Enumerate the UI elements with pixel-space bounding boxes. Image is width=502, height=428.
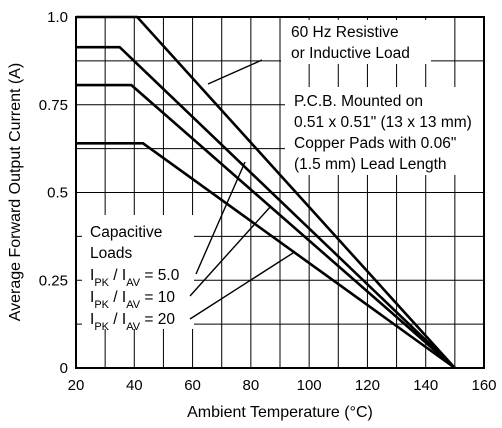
capacitive-annotation: Capacitive Loads IPK / IAV = 5.0 IPK / I… [82,161,294,333]
y-tick-label: 0.5 [47,185,68,202]
ratio-20-leader [189,252,294,320]
y-tick-label: 1.0 [47,9,68,26]
pcb-line-4: (1.5 mm) Lead Length [294,156,447,173]
capacitive-line-1: Capacitive [90,224,162,241]
y-tick-label: 0 [60,360,68,377]
y-tick-label: 0.75 [39,97,68,114]
y-tick-label: 0.25 [39,272,68,289]
x-tick-label: 40 [126,377,143,394]
x-tick-label: 160 [471,377,496,394]
capacitive-line-2: Loads [90,245,132,262]
x-tick-label: 120 [355,377,380,394]
tick-labels: 20 40 60 80 100 120 140 160 0 0.25 0.5 0.75 1.0 [39,9,497,394]
pcb-line-1: P.C.B. Mounted on [294,93,423,110]
ratio-label-20: IPK / IAV = 20 [90,311,175,333]
x-axis-label: Ambient Temperature (°C) [187,404,373,421]
resistive-annotation: 60 Hᴢ Resistive or Inductive Load [207,20,431,85]
resistive-line-2: or Inductive Load [291,45,410,62]
y-axis-label: Average Forward Output Current (A) [7,63,24,321]
pcb-annotation: P.C.B. Mounted on 0.51 x 0.51" (13 x 13 … [285,87,483,175]
x-tick-label: 60 [184,377,201,394]
ratio-label-10: IPK / IAV = 10 [90,289,175,311]
x-tick-label: 140 [413,377,438,394]
series-line-3 [76,83,456,369]
ratio-label-5: IPK / IAV = 5.0 [90,267,180,289]
pcb-line-3: Copper Pads with 0.06" [294,135,456,152]
ratio-5-leader [195,161,246,275]
resistive-leader [207,59,263,85]
series-line-4 [76,142,456,370]
series-line-2 [76,45,456,369]
x-tick-label: 80 [243,377,260,394]
x-tick-label: 100 [297,377,322,394]
x-tick-label: 20 [68,377,85,394]
pcb-line-2: 0.51 x 0.51" (13 x 13 mm) [294,114,472,131]
ratio-10-leader [189,205,272,297]
plot-frame [75,16,485,369]
resistive-line-1: 60 Hᴢ Resistive [291,24,399,41]
